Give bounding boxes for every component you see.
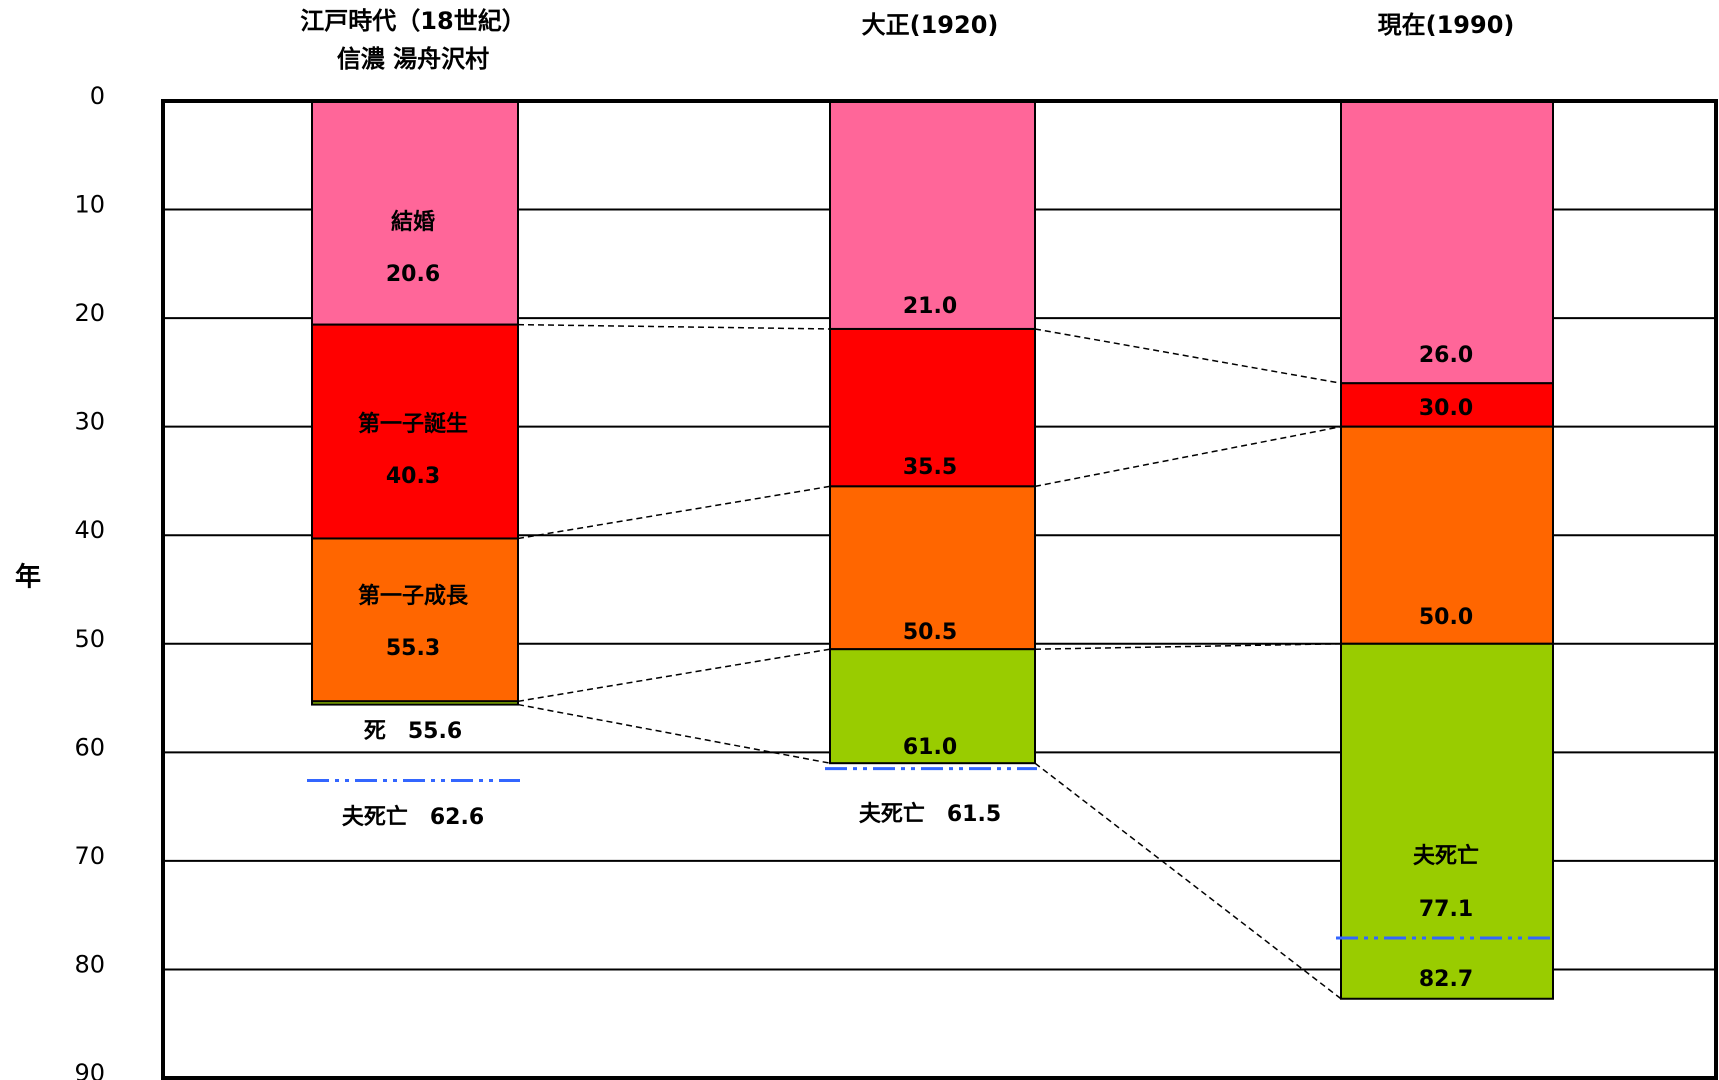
y-tick-label: 30 [74,408,105,436]
data-label: 77.1 [1419,897,1473,922]
plot-border [161,99,1718,1080]
connector-line [517,323,831,330]
bar-segment-marriage [1340,100,1554,385]
data-label: 夫死亡 62.6 [342,804,484,830]
connector-line [1034,328,1342,384]
connector-line [1034,425,1342,488]
y-tick-label: 40 [74,516,105,544]
y-tick-label: 60 [74,733,105,761]
column-title: 現在(1990) [1378,11,1515,39]
bar-segment-first-child-growth [311,537,519,703]
bar-segment-first-child-growth [829,485,1036,651]
data-label: 50.5 [903,620,957,645]
bar-segment-marriage [311,100,519,326]
data-label: 55.3 [386,636,440,661]
bar-segment-after [829,648,1036,765]
bar-segment-after [1340,642,1554,1000]
data-label: 21.0 [903,294,957,319]
data-label: 26.0 [1419,343,1473,368]
data-label: 61.0 [903,735,957,760]
column-title: 大正(1920) [862,11,999,39]
y-tick-label: 80 [74,950,105,978]
segment-name-label: 第一子誕生 [358,411,468,437]
bar-segment-after [311,700,519,706]
y-tick-label: 70 [74,842,105,870]
y-tick-label: 20 [74,299,105,327]
connector-line [517,703,831,764]
connector-line [1034,643,1342,650]
bar-segment-first-child-growth [1340,425,1554,645]
y-axis-label: 年 [15,562,41,593]
data-label: 50.0 [1419,605,1473,630]
column-title: 信濃 湯舟沢村 [337,45,489,73]
bar-segment-marriage [829,100,1036,330]
connector-line [1034,762,1342,1000]
data-label: 40.3 [386,464,440,489]
data-label: 35.5 [903,455,957,480]
data-label: 20.6 [386,262,440,287]
segment-name-label: 第一子成長 [358,583,469,609]
y-tick-label: 10 [74,191,105,219]
data-label: 死 55.6 [364,719,462,744]
y-tick-label: 90 [74,1059,105,1080]
connector-line [517,485,831,540]
data-label: 30.0 [1419,396,1473,421]
data-label: 82.7 [1419,967,1473,992]
connector-line [517,648,831,703]
column-title: 江戸時代（18世紀） [300,7,525,35]
segment-name-label: 結婚 [391,209,435,235]
data-label: 夫死亡 61.5 [859,801,1001,827]
bar-segment-first-child-birth [829,327,1036,488]
segment-name-label: 夫死亡 [1413,843,1479,869]
y-tick-label: 0 [90,82,105,110]
bar-segment-first-child-birth [311,323,519,540]
y-tick-label: 50 [74,625,105,653]
